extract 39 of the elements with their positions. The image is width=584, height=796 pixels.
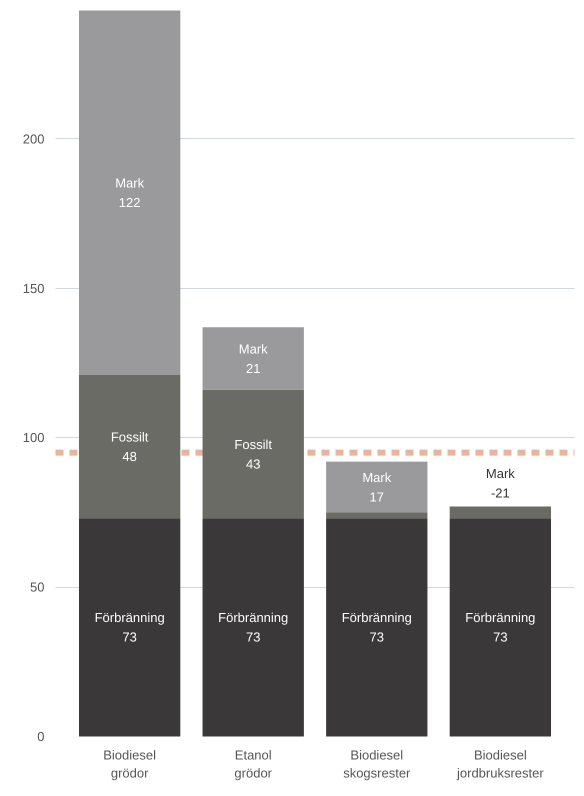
data-label: 73 xyxy=(246,630,260,645)
data-label: 73 xyxy=(122,630,137,645)
x-tick-label: Biodiesel jordbruksrester xyxy=(456,748,544,780)
x-tick-label: Etanol grödor xyxy=(234,748,273,780)
bar xyxy=(202,390,304,518)
series-label: Förbränning xyxy=(94,610,165,626)
bar xyxy=(326,512,428,518)
bar xyxy=(202,327,304,390)
text: Förbränning xyxy=(465,610,536,626)
bar xyxy=(202,518,304,736)
y-tick-label: 0 xyxy=(37,729,45,744)
y-tick-label: 200 xyxy=(22,131,45,146)
y-tick-label: 100 xyxy=(22,430,45,446)
data-label: 73 xyxy=(493,630,508,645)
text: Mark xyxy=(115,175,144,190)
text: Fossilt xyxy=(234,436,272,452)
series-label: Mark xyxy=(362,470,392,485)
series-label: Fossilt xyxy=(110,429,149,444)
data-label: 48 xyxy=(122,448,137,464)
data-label: 21 xyxy=(246,360,260,376)
data-label: 73 xyxy=(370,630,384,645)
y-tick-label: 150 xyxy=(22,280,45,296)
text: Förbränning xyxy=(342,610,412,626)
bar xyxy=(450,506,552,518)
bar xyxy=(326,518,428,736)
bar xyxy=(326,462,428,512)
y-tick-label: 50 xyxy=(30,580,45,595)
text: Förbränning xyxy=(218,610,288,626)
bar xyxy=(450,518,552,736)
data-label: 17 xyxy=(370,489,384,504)
data-label: 43 xyxy=(246,456,260,472)
bar xyxy=(78,10,180,375)
x-tick-label: Biodiesel skogsrester xyxy=(343,748,412,780)
bar xyxy=(78,374,180,518)
bar xyxy=(78,518,180,736)
x-tick-label: Biodiesel grödor xyxy=(103,748,156,780)
data-label: 122 xyxy=(118,194,140,210)
annotation: Mark -21 xyxy=(486,466,516,500)
text: Mark xyxy=(238,341,268,356)
